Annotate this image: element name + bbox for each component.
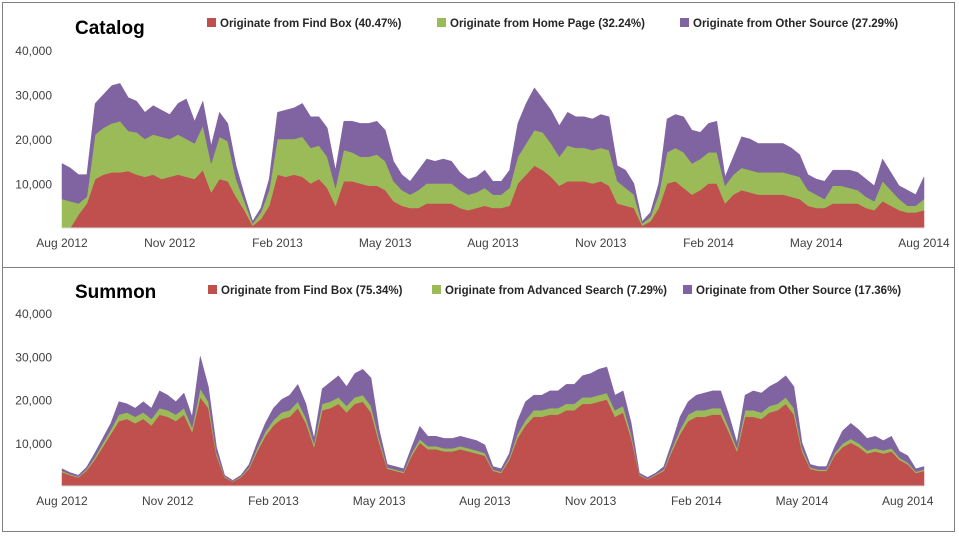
summon-chart: Summon 10,000 20,000 30,000 40,000 Aug 2012 No… xyxy=(0,268,959,536)
legend-label-find-box: Originate from Find Box (40.47%) xyxy=(220,18,402,30)
x-tick-label: May 2013 xyxy=(353,494,406,508)
legend-swatch-find-box xyxy=(207,18,216,27)
legend-swatch-advanced-search xyxy=(432,285,441,294)
x-tick-label: May 2014 xyxy=(790,236,843,250)
y-tick-label: 20,000 xyxy=(15,394,52,408)
x-tick-label: Aug 2013 xyxy=(459,494,511,508)
x-tick-label: Nov 2013 xyxy=(575,236,627,250)
x-tick-label: May 2013 xyxy=(359,236,412,250)
x-tick-label: Aug 2014 xyxy=(898,236,950,250)
legend-label-advanced-search: Originate from Advanced Search (7.29%) xyxy=(445,285,667,297)
legend-label-home-page: Originate from Home Page (32.24%) xyxy=(450,18,645,30)
y-tick-label: 10,000 xyxy=(15,437,52,451)
x-tick-label: Nov 2012 xyxy=(144,236,196,250)
y-tick-label: 10,000 xyxy=(15,178,52,192)
legend-swatch-other-source xyxy=(683,285,692,294)
x-tick-label: Nov 2013 xyxy=(565,494,617,508)
legend-swatch-other-source xyxy=(680,18,689,27)
catalog-chart: Catalog 10,000 20,000 30,000 40,000 Aug 2012 N… xyxy=(0,0,959,268)
y-tick-label: 20,000 xyxy=(15,133,52,147)
legend-label-other-source: Originate from Other Source (17.36%) xyxy=(696,285,901,297)
chart-title: Catalog xyxy=(75,18,145,39)
y-tick-label: 30,000 xyxy=(15,89,52,103)
x-tick-label: Aug 2014 xyxy=(882,494,934,508)
x-tick-label: Feb 2014 xyxy=(683,236,734,250)
y-tick-label: 40,000 xyxy=(15,307,52,321)
x-tick-label: Feb 2013 xyxy=(248,494,299,508)
legend-label-other-source: Originate from Other Source (27.29%) xyxy=(693,18,898,30)
chart-title: Summon xyxy=(75,282,156,303)
y-tick-label: 30,000 xyxy=(15,350,52,364)
x-tick-label: Aug 2012 xyxy=(36,494,88,508)
legend-swatch-find-box xyxy=(208,285,217,294)
y-tick-label: 40,000 xyxy=(15,44,52,58)
x-tick-label: Aug 2013 xyxy=(467,236,519,250)
x-tick-label: Nov 2012 xyxy=(142,494,194,508)
legend-swatch-home-page xyxy=(437,18,446,27)
x-tick-label: Feb 2014 xyxy=(671,494,722,508)
x-tick-label: Aug 2012 xyxy=(36,236,88,250)
legend-label-find-box: Originate from Find Box (75.34%) xyxy=(221,285,403,297)
x-tick-label: May 2014 xyxy=(776,494,829,508)
x-tick-label: Feb 2013 xyxy=(252,236,303,250)
